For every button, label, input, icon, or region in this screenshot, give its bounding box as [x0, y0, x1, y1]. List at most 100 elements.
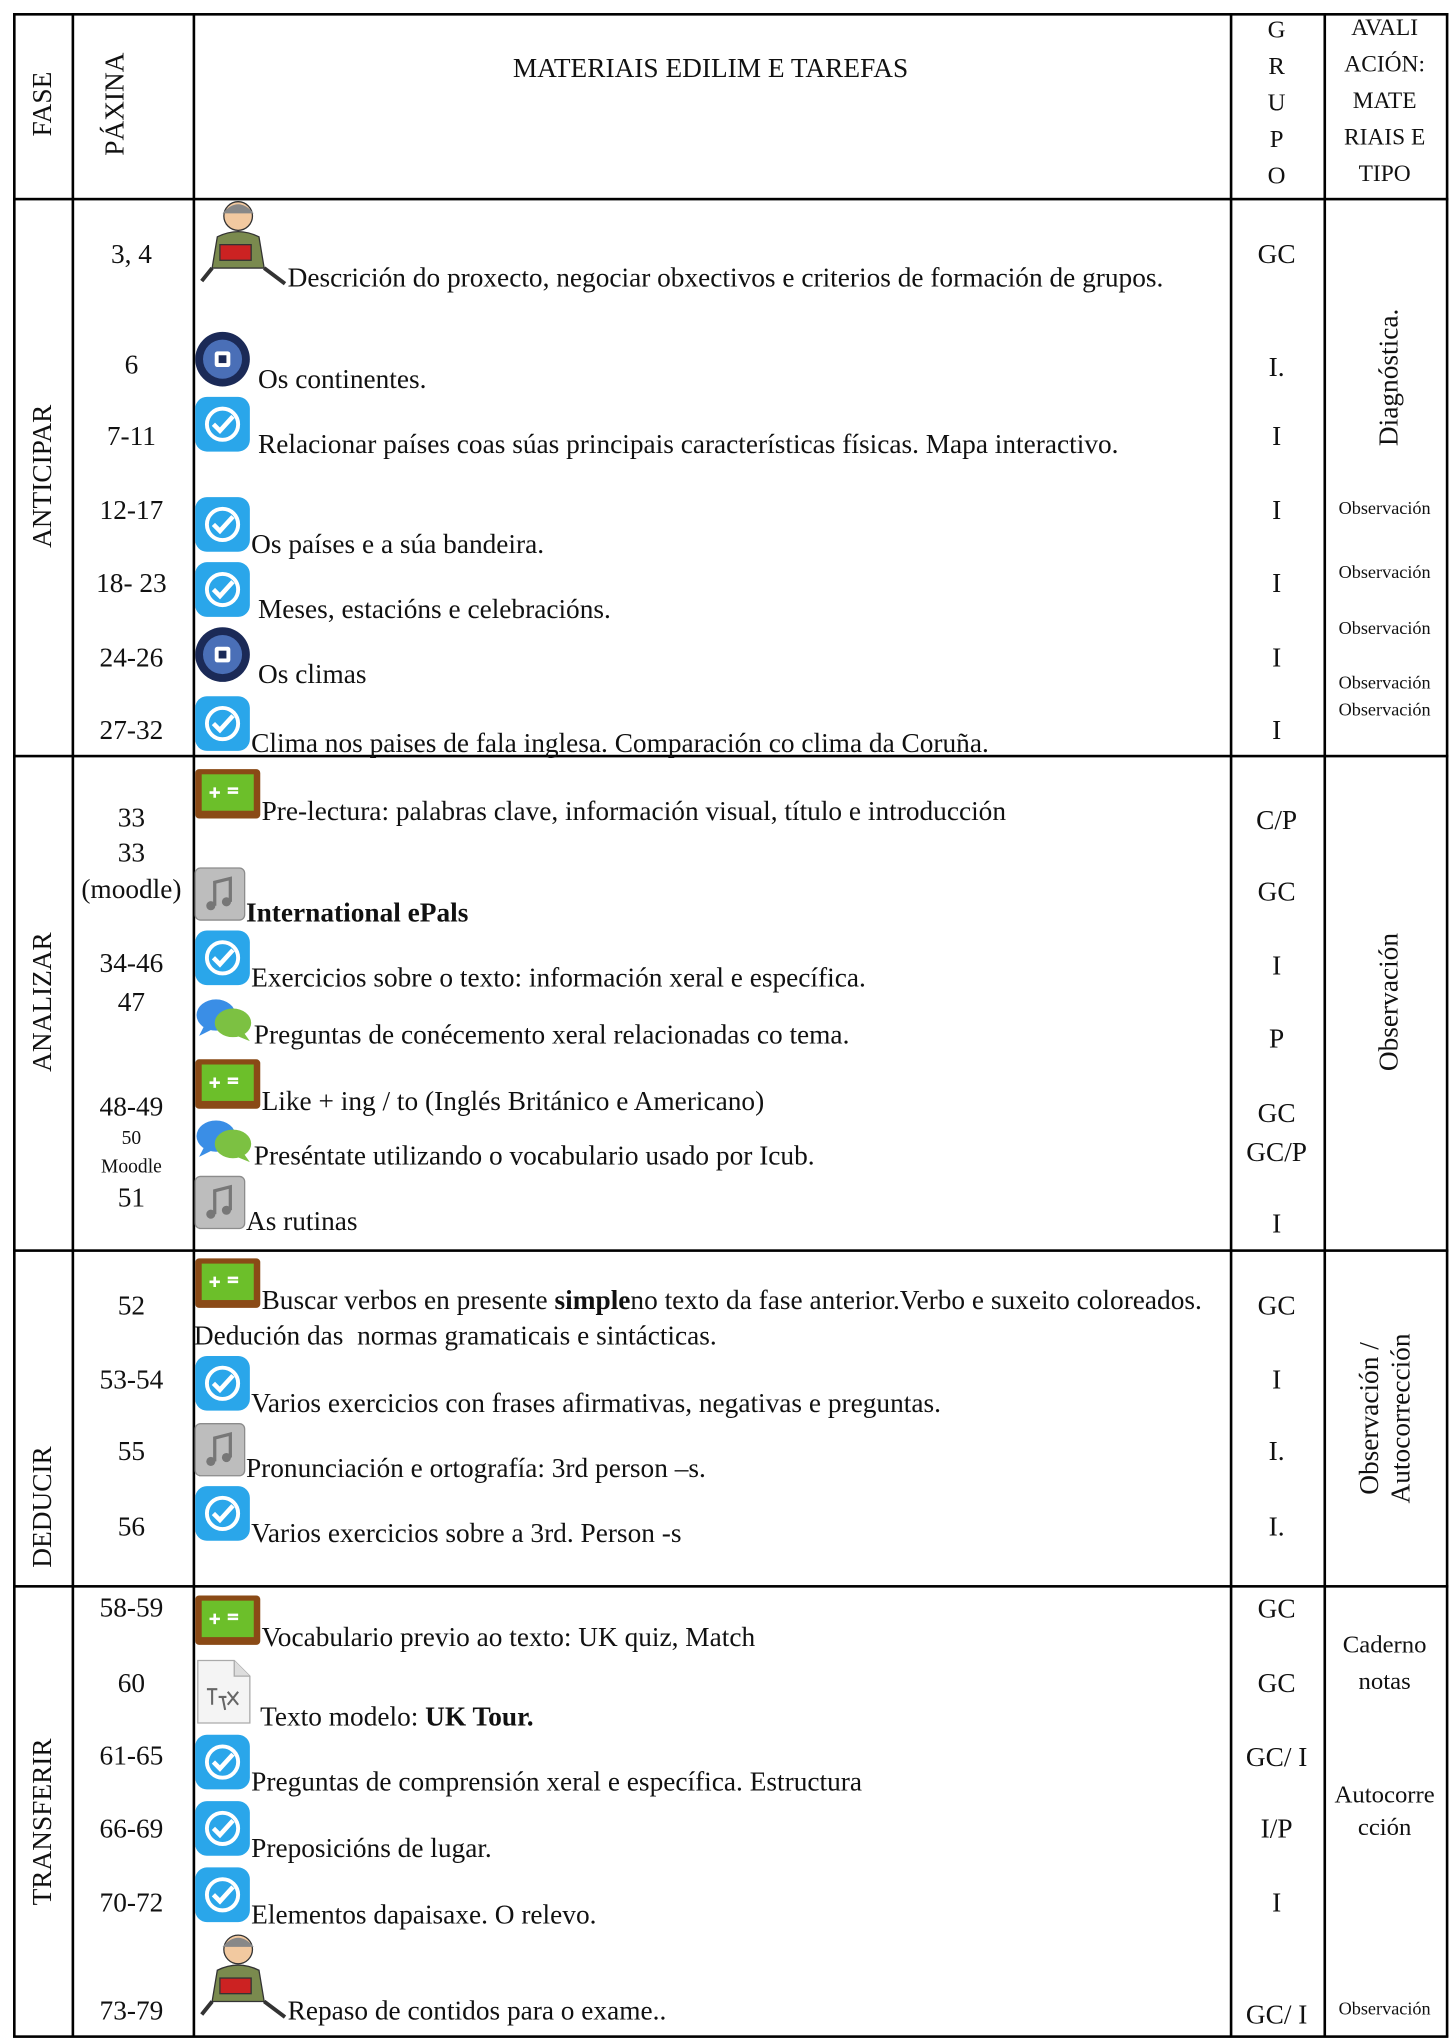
- task-icon: [194, 626, 251, 692]
- task-icon: [194, 997, 254, 1053]
- group: I: [1272, 949, 1282, 982]
- task-text: Varios exercicios sobre a 3rd. Person -s: [251, 1517, 682, 1549]
- group: I.: [1268, 351, 1285, 383]
- evaluation: Observación /: [1353, 1342, 1385, 1495]
- task-text: UK Tour.: [425, 1700, 534, 1733]
- page-number: 66-69: [99, 1812, 164, 1845]
- page-number: 33: [117, 836, 146, 869]
- task-icon: [194, 496, 251, 562]
- evaluation-note: cción: [1357, 1814, 1412, 1842]
- task-text: Meses, estacións e celebracións.: [251, 593, 611, 625]
- table-border: [1323, 13, 1326, 2037]
- task: Preposicións de lugar.: [194, 1800, 1229, 1866]
- task-text: Exercicios sobre o texto: información xe…: [251, 961, 866, 993]
- task-text: Os continentes.: [251, 363, 427, 395]
- group: I.: [1268, 1510, 1285, 1543]
- task-text: Texto modelo:: [253, 1700, 426, 1733]
- task: Exercicios sobre o texto: información xe…: [194, 929, 1229, 995]
- header-grupo-letter: O: [1267, 162, 1286, 190]
- task-text: Preposicións de lugar.: [251, 1832, 492, 1864]
- evaluation-note: Observación: [1338, 499, 1431, 520]
- task-text: Vocabulario previo ao texto: UK quiz, Ma…: [261, 1621, 756, 1653]
- page-number: 47: [117, 986, 146, 1018]
- group: P: [1269, 1022, 1285, 1055]
- page-number: 73-79: [99, 1994, 164, 2027]
- task-icon: [194, 1485, 251, 1551]
- task-icon: [194, 1733, 251, 1799]
- group: GC: [1257, 1667, 1296, 1699]
- group: I: [1272, 1886, 1282, 1919]
- task-icon: [194, 1355, 251, 1421]
- task-icon: [194, 1257, 262, 1318]
- task-text: Clima nos paises de fala inglesa. Compar…: [251, 727, 989, 759]
- page-number: 34-46: [99, 947, 164, 979]
- page-number: 3, 4: [110, 238, 152, 270]
- group: I: [1272, 714, 1282, 746]
- task: Varios exercicios con frases afirmativas…: [194, 1355, 1229, 1421]
- task: As rutinas: [194, 1175, 1229, 1239]
- task: Descrición do proxecto, negociar obxecti…: [194, 198, 1229, 296]
- task-icon: [194, 331, 251, 397]
- table-border: [13, 754, 1449, 757]
- group: GC: [1257, 1592, 1296, 1625]
- group: I: [1272, 420, 1282, 452]
- page-number: (moodle): [81, 873, 182, 905]
- header-grupo-letter: U: [1267, 89, 1286, 118]
- group: GC: [1257, 238, 1296, 270]
- task: Pre-lectura: palabras clave, información…: [194, 768, 1229, 829]
- task-text: Preguntas de comprensión xeral e específ…: [251, 1765, 863, 1798]
- task: Preguntas de conécemento xeral relaciona…: [194, 997, 1229, 1053]
- task: Os climas: [194, 626, 1229, 692]
- task-text: Descrición do proxecto, negociar obxecti…: [287, 261, 1164, 293]
- table-border: [13, 2035, 1449, 2038]
- header-grupo-letter: R: [1268, 53, 1285, 81]
- page-number: 58-59: [99, 1591, 164, 1623]
- task: International ePals: [194, 867, 1229, 931]
- group: GC: [1257, 1289, 1296, 1321]
- task-text: As rutinas: [245, 1205, 358, 1237]
- page-number: 12-17: [99, 494, 164, 526]
- table-border: [1445, 13, 1448, 2037]
- evaluation-note: Observación: [1338, 2000, 1431, 2020]
- header-fase: FASE: [26, 71, 58, 137]
- task-text: Os países e a súa bandeira.: [251, 528, 545, 560]
- page-number: 50: [121, 1128, 142, 1150]
- task: Preséntate utilizando o vocabulario usad…: [194, 1118, 1229, 1174]
- page-number: 6: [124, 348, 139, 380]
- header-evaluation-line: MATE: [1352, 87, 1417, 114]
- task-icon: [194, 1058, 262, 1119]
- header-grupo-letter: P: [1269, 126, 1284, 154]
- phase-label: TRANSFERIR: [26, 1738, 58, 1906]
- table-border: [13, 13, 15, 2037]
- group: GC/P: [1246, 1136, 1308, 1168]
- page-number: 55: [117, 1435, 146, 1467]
- page-number: 60: [117, 1667, 146, 1699]
- group: I: [1272, 494, 1282, 526]
- task-text: International ePals: [245, 896, 469, 928]
- group: I/P: [1260, 1812, 1293, 1845]
- task: Meses, estacións e celebracións.: [194, 561, 1229, 627]
- page-number: 24-26: [99, 641, 164, 673]
- group: GC/ I: [1245, 1998, 1308, 2031]
- page-number: 33: [117, 801, 146, 833]
- table-border: [13, 197, 1449, 200]
- task-icon: [194, 1800, 251, 1866]
- task-text: Pronunciación e ortografía: 3rd person –…: [245, 1452, 706, 1484]
- page-number: Moodle: [101, 1156, 162, 1178]
- group: I: [1272, 1207, 1282, 1239]
- task: Varios exercicios sobre a 3rd. Person -s: [194, 1485, 1229, 1551]
- page-number: 51: [117, 1181, 146, 1213]
- evaluation-note: Autocorre: [1334, 1781, 1435, 1809]
- table-border: [1229, 13, 1232, 2037]
- page-number: 56: [117, 1510, 146, 1543]
- group: GC: [1257, 1097, 1296, 1129]
- task: Texto modelo: UK Tour.: [194, 1658, 1229, 1735]
- phase-label: ANALIZAR: [26, 932, 58, 1072]
- task-icon: [194, 1175, 246, 1239]
- page-number: 7-11: [106, 420, 156, 452]
- evaluation-note: Caderno: [1342, 1631, 1427, 1660]
- table-border: [71, 13, 74, 2037]
- evaluation-note: Observación: [1338, 619, 1431, 639]
- page-number: 52: [117, 1289, 146, 1321]
- task-icon: [194, 1931, 288, 2029]
